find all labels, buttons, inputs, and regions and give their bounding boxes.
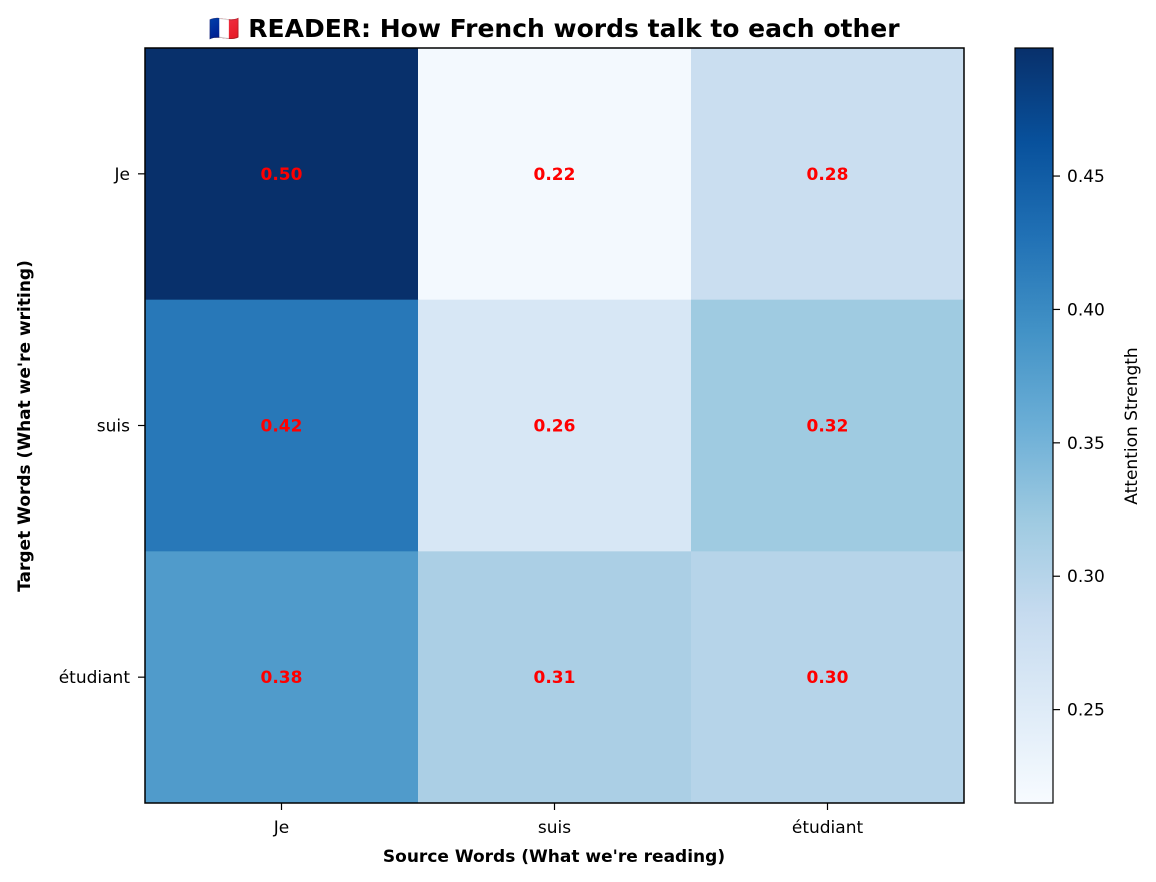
y-tick-label: Je xyxy=(114,165,130,185)
cell-value-label: 0.30 xyxy=(807,668,849,688)
heatmap-cell xyxy=(691,551,965,804)
heatmap-cell xyxy=(691,48,965,301)
colorbar-tick-label: 0.25 xyxy=(1067,701,1105,721)
cell-value-label: 0.42 xyxy=(261,417,303,437)
heatmap-cell xyxy=(145,551,419,804)
heatmap-cells xyxy=(145,48,965,804)
y-tick-label: suis xyxy=(97,417,130,437)
heatmap-cell xyxy=(145,48,419,301)
cell-value-label: 0.50 xyxy=(261,165,303,185)
x-tick-label: Je xyxy=(273,818,289,838)
heatmap-cell xyxy=(418,299,692,552)
colorbar-tick-label: 0.35 xyxy=(1067,434,1105,454)
x-tick-label: suis xyxy=(538,818,571,838)
cell-value-label: 0.31 xyxy=(534,668,576,688)
y-axis-ticks: Je suis étudiant xyxy=(59,165,145,688)
heatmap-cell xyxy=(145,299,419,552)
x-axis-ticks: Je suis étudiant xyxy=(273,803,864,838)
cell-value-label: 0.38 xyxy=(261,668,303,688)
colorbar-label: Attention Strength xyxy=(1122,347,1142,504)
x-axis-label: Source Words (What we're reading) xyxy=(383,847,725,867)
colorbar-ticks: 0.25 0.30 0.35 0.40 0.45 xyxy=(1053,167,1105,721)
colorbar-tick-label: 0.45 xyxy=(1067,167,1105,187)
chart-title: 🇫🇷 READER: How French words talk to each… xyxy=(208,14,900,43)
cell-value-label: 0.28 xyxy=(807,165,849,185)
colorbar-tick-label: 0.40 xyxy=(1067,300,1105,320)
heatmap-cell xyxy=(418,48,692,301)
colorbar xyxy=(1014,47,1054,804)
heatmap-cell xyxy=(418,551,692,804)
cell-value-labels: 0.50 0.22 0.28 0.42 0.26 0.32 0.38 0.31 0.30 xyxy=(261,165,849,688)
colorbar-tick-label: 0.30 xyxy=(1067,567,1105,587)
x-tick-label: étudiant xyxy=(792,818,864,838)
y-axis-label: Target Words (What we're writing) xyxy=(15,260,35,592)
y-tick-label: étudiant xyxy=(59,668,131,688)
cell-value-label: 0.26 xyxy=(534,417,576,437)
cell-value-label: 0.22 xyxy=(534,165,576,185)
heatmap-cell xyxy=(691,299,965,552)
cell-value-label: 0.32 xyxy=(807,417,849,437)
